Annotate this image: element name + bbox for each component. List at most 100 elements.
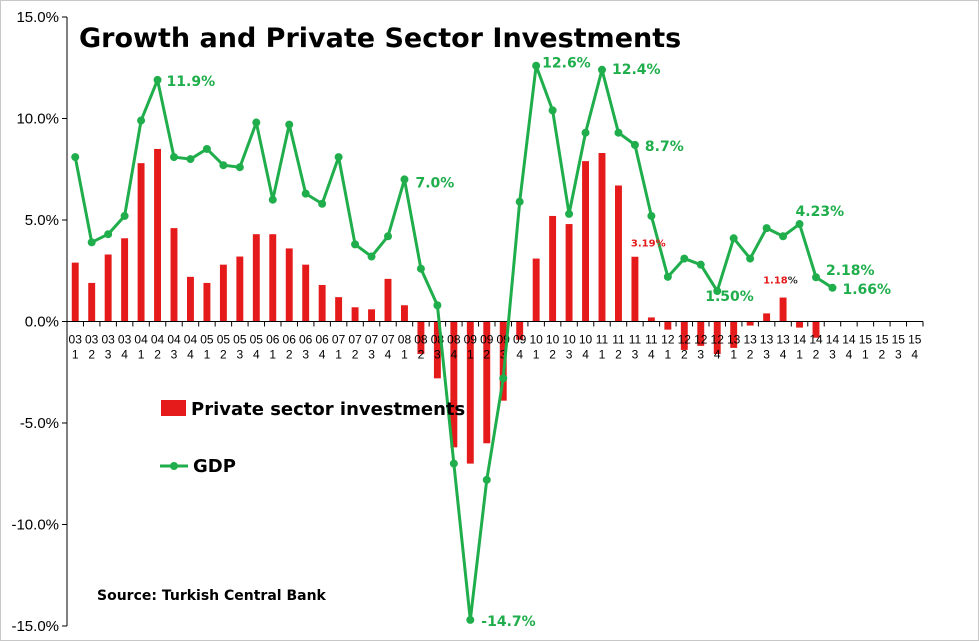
investment-bar — [483, 321, 491, 444]
x-tick-quarter: 1 — [335, 348, 342, 362]
gdp-point — [515, 197, 524, 206]
x-tick-quarter: 4 — [187, 348, 194, 362]
x-tick-year: 04 — [167, 333, 181, 347]
x-tick-year: 15 — [875, 333, 889, 347]
gdp-data-label: 12.6% — [542, 56, 591, 72]
x-tick-quarter: 4 — [253, 348, 260, 362]
investment-bar — [565, 224, 573, 322]
x-tick-year: 07 — [348, 333, 362, 347]
x-tick-year: 09 — [480, 333, 494, 347]
x-tick-quarter: 4 — [911, 348, 918, 362]
gdp-point — [532, 61, 541, 70]
x-tick-quarter: 2 — [88, 348, 95, 362]
x-tick-quarter: 2 — [483, 348, 490, 362]
investment-bar — [252, 234, 260, 322]
investment-bar — [697, 321, 705, 346]
gdp-point — [252, 118, 261, 127]
x-tick-year: 15 — [892, 333, 906, 347]
gdp-point — [104, 230, 113, 239]
gdp-point — [202, 144, 211, 153]
gdp-data-label: 11.9% — [167, 74, 216, 90]
investment-bar — [713, 321, 721, 354]
x-tick-quarter: 2 — [220, 348, 227, 362]
x-tick-year: 12 — [678, 333, 692, 347]
investment-bar — [236, 256, 244, 322]
y-tick-label: -10.0% — [11, 517, 59, 534]
x-tick-quarter: 3 — [500, 348, 507, 362]
gdp-point — [235, 163, 244, 172]
investment-bar — [680, 321, 688, 350]
x-tick-year: 14 — [809, 333, 823, 347]
x-tick-year: 07 — [381, 333, 395, 347]
x-tick-quarter: 4 — [319, 348, 326, 362]
investment-bar — [664, 321, 672, 330]
investment-bar — [433, 321, 441, 379]
investment-bar — [269, 234, 277, 322]
x-tick-quarter: 4 — [385, 348, 392, 362]
x-tick-quarter: 2 — [747, 348, 754, 362]
x-tick-year: 15 — [908, 333, 922, 347]
gdp-point — [548, 106, 557, 115]
investment-bar — [335, 297, 343, 322]
legend-label-investments: Private sector investments — [191, 399, 465, 420]
y-tick-label: -15.0% — [11, 618, 59, 635]
x-tick-quarter: 1 — [796, 348, 803, 362]
x-tick-quarter: 3 — [368, 348, 375, 362]
gdp-point — [647, 211, 656, 220]
y-tick-label: 0.0% — [25, 314, 59, 331]
x-tick-year: 06 — [283, 333, 297, 347]
gdp-point — [663, 272, 672, 281]
x-tick-quarter: 2 — [681, 348, 688, 362]
gdp-point — [219, 161, 228, 170]
investment-bar — [71, 262, 79, 322]
investment-bar — [187, 276, 194, 322]
investment-bar — [499, 321, 507, 401]
gdp-point — [581, 128, 590, 137]
x-tick-quarter: 3 — [171, 348, 178, 362]
x-tick-quarter: 4 — [780, 348, 787, 362]
gdp-data-label: 8.7% — [645, 139, 684, 155]
x-tick-year: 11 — [645, 333, 658, 347]
gdp-data-label: 7.0% — [415, 175, 454, 191]
gdp-point — [812, 273, 820, 282]
x-tick-quarter: 2 — [615, 348, 622, 362]
gdp-line — [71, 61, 837, 624]
x-tick-year: 10 — [579, 333, 593, 347]
gdp-point — [87, 238, 96, 247]
gdp-point — [351, 240, 360, 249]
gdp-point — [384, 232, 392, 241]
data-labels: 11.9% 7.0% -14.7% 12.6% 12.4% 8.7% 1.50% 4.23% 2… — [167, 56, 892, 630]
x-tick-year: 04 — [134, 333, 148, 347]
x-tick-quarter: 3 — [237, 348, 244, 362]
investment-bar — [368, 309, 375, 322]
x-tick-year: 10 — [529, 333, 543, 347]
x-tick-year: 13 — [776, 333, 790, 347]
y-tick-label: 5.0% — [25, 212, 59, 229]
investment-bar — [450, 321, 458, 448]
x-tick-quarter: 4 — [121, 348, 128, 362]
legend-marker-gdp — [170, 462, 178, 470]
investment-bar — [401, 305, 408, 322]
x-tick-year: 14 — [793, 333, 807, 347]
x-tick-year: 07 — [365, 333, 379, 347]
investment-bar — [466, 321, 474, 464]
x-tick-quarter: 1 — [401, 348, 408, 362]
investment-bar — [219, 264, 227, 322]
investment-bar — [384, 278, 392, 322]
investment-data-label: 1.18% — [763, 276, 798, 287]
x-tick-year: 08 — [414, 333, 428, 347]
investment-bar — [137, 163, 145, 322]
investment-data-label: 3.19% — [631, 239, 666, 250]
investment-bar — [203, 282, 211, 322]
gdp-point — [170, 153, 178, 162]
gdp-point — [367, 252, 376, 261]
gdp-point — [416, 264, 425, 273]
x-tick-quarter: 4 — [714, 348, 721, 362]
gdp-point — [137, 116, 146, 125]
x-tick-year: 09 — [464, 333, 478, 347]
gdp-point — [400, 175, 409, 184]
gdp-point — [499, 374, 508, 383]
investment-bar — [351, 307, 359, 322]
gdp-point — [153, 75, 162, 84]
